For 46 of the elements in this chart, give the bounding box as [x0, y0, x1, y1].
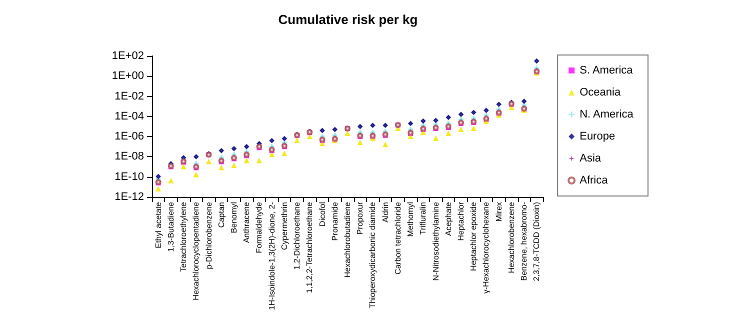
- chart-title: Cumulative risk per kg: [278, 12, 418, 27]
- x-tick-label: Hexachlorobutadiene: [343, 201, 352, 278]
- x-tick-label: Heptachlor: [456, 202, 466, 241]
- x-tick-label: Captan: [216, 202, 226, 228]
- legend-label: Africa: [580, 174, 609, 186]
- x-tick-label: 1H-Isoindole-1,3(2H)-dione, 2-: [267, 202, 276, 310]
- y-tick-label: 1E-08: [114, 150, 144, 163]
- x-tick-label: Ethyl acetate: [154, 201, 163, 248]
- legend-label: S. America: [580, 64, 634, 76]
- x-tick-label: Heptachlor epoxide: [469, 201, 478, 271]
- legend-label: Europe: [580, 130, 616, 142]
- x-tick-label: Dicofol: [318, 202, 327, 226]
- x-tick-label: Carbon tetrachloride: [393, 201, 402, 274]
- x-tick-label: Pronamide: [330, 201, 340, 241]
- x-tick-label: 1,3-Butadiene: [166, 201, 176, 252]
- y-tick-label: 1E+02: [112, 50, 144, 62]
- x-tick-label: Aldrin: [380, 202, 390, 222]
- x-tick-label: 1,1,2,2-Tetrachloroethane: [305, 201, 314, 294]
- x-tick-label: Hexachlorobenzene: [506, 201, 516, 274]
- legend-label: Oceania: [580, 86, 622, 98]
- x-tick-label: Benzene, hexabromo-: [520, 202, 529, 281]
- x-tick-label: Mirex: [494, 202, 504, 222]
- x-tick-label: Thioperoxydicarbonic diamide: [368, 201, 378, 308]
- x-tick-label: 1,2-Dichloroethane: [292, 201, 302, 270]
- y-tick-label: 1E-04: [114, 110, 144, 122]
- x-tick-label: Formaldehyde: [254, 201, 264, 254]
- x-tick-label: Benomyl: [229, 202, 238, 234]
- x-tick-label: Acephate: [444, 201, 453, 236]
- legend-label: Asia: [580, 152, 602, 164]
- x-tick-label: 2,3,7,8-TCDD (Dioxin): [532, 202, 542, 282]
- y-tick-label: 1E-12: [114, 191, 144, 203]
- x-tick-label: p-Dichlorobenzene: [204, 201, 214, 270]
- y-tick-label: 1E-06: [114, 130, 144, 143]
- y-tick-label: 1E+00: [112, 70, 144, 82]
- x-tick-label: Tetrachloroethylene: [179, 201, 188, 272]
- y-tick-label: 1E-02: [114, 90, 144, 102]
- x-tick-label: Methomyl: [406, 202, 416, 237]
- x-tick-label: γ-Hexachlorocyclohexane: [482, 201, 491, 294]
- legend-label: N. America: [580, 108, 634, 120]
- x-tick-label: Cypermethrin: [280, 202, 289, 250]
- x-tick-label: Hexachlorocyclopentadiene: [192, 201, 201, 300]
- x-tick-label: Propoxur: [356, 202, 365, 234]
- x-tick-label: Anthracene: [242, 201, 252, 243]
- x-tick-label: Trifluralin: [418, 202, 428, 235]
- y-tick-label: 1E-10: [114, 170, 144, 183]
- x-tick-label: N-Nitrosodiethylamine: [431, 201, 440, 281]
